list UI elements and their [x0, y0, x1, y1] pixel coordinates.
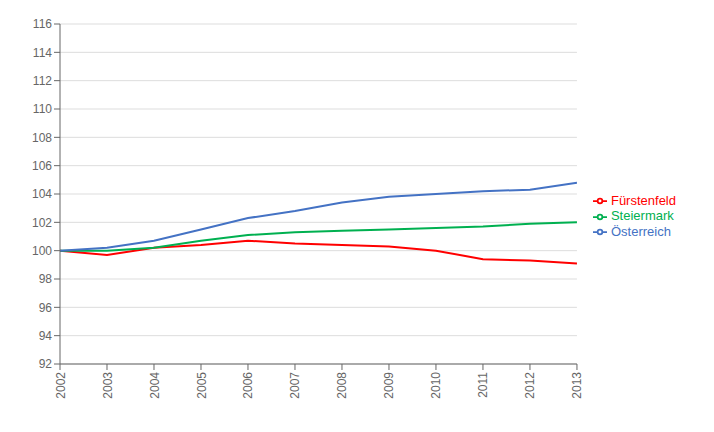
- svg-text:106: 106: [32, 159, 52, 173]
- svg-text:2012: 2012: [523, 372, 537, 399]
- svg-text:2009: 2009: [382, 372, 396, 399]
- svg-text:2008: 2008: [335, 372, 349, 399]
- html-text:Fürstenfeld: Fürstenfeld: [611, 192, 676, 208]
- svg-text:2006: 2006: [242, 372, 256, 399]
- svg-text:2013: 2013: [570, 372, 584, 399]
- svg-text:116: 116: [33, 17, 52, 31]
- svg-text:2002: 2002: [54, 372, 68, 399]
- svg-text:108: 108: [32, 131, 52, 145]
- svg-text:2011: 2011: [476, 372, 490, 398]
- svg-text:110: 110: [33, 102, 52, 116]
- svg-text:92: 92: [39, 357, 53, 371]
- svg-text:94: 94: [39, 329, 53, 343]
- svg-text:96: 96: [39, 301, 53, 315]
- svg-text:2007: 2007: [288, 372, 302, 399]
- svg-text:112: 112: [33, 74, 52, 88]
- svg-text:114: 114: [33, 46, 52, 60]
- svg-text:100: 100: [32, 244, 52, 258]
- svg-text:104: 104: [32, 187, 52, 201]
- svg-text:2010: 2010: [429, 372, 443, 399]
- html-text:Steiermark: Steiermark: [611, 208, 674, 224]
- svg-text:2004: 2004: [148, 372, 162, 399]
- html-text:Österreich: Österreich: [611, 223, 671, 239]
- svg-text:98: 98: [39, 272, 53, 286]
- svg-text:2003: 2003: [101, 372, 115, 399]
- svg-text:2005: 2005: [195, 372, 209, 399]
- svg-text:102: 102: [32, 216, 52, 230]
